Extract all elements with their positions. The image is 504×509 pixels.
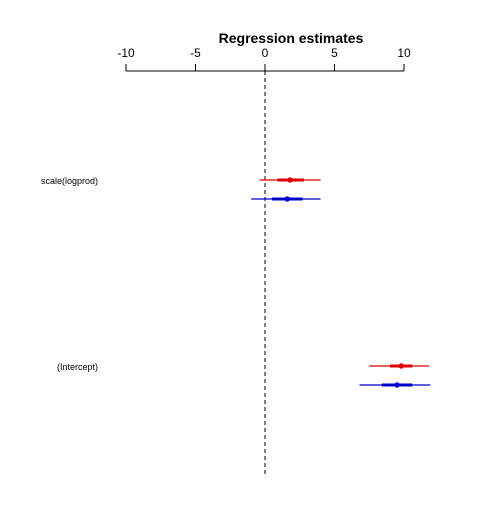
coefficient-intervals bbox=[251, 177, 431, 388]
estimate-point bbox=[287, 177, 293, 183]
row-labels: scale(logprod) (Intercept) bbox=[41, 176, 98, 372]
estimate-point bbox=[284, 196, 290, 202]
row-label: scale(logprod) bbox=[41, 176, 98, 186]
x-tick-label: -10 bbox=[117, 46, 135, 60]
estimate-point bbox=[398, 363, 404, 369]
chart-title: Regression estimates bbox=[219, 30, 364, 46]
estimate-point bbox=[394, 382, 400, 388]
row-label: (Intercept) bbox=[57, 362, 98, 372]
top-x-axis: -10 -5 0 5 10 bbox=[117, 46, 411, 72]
x-tick-label: -5 bbox=[190, 46, 201, 60]
x-tick-label: 10 bbox=[397, 46, 411, 60]
x-tick-label: 0 bbox=[262, 46, 269, 60]
x-tick-label: 5 bbox=[331, 46, 338, 60]
